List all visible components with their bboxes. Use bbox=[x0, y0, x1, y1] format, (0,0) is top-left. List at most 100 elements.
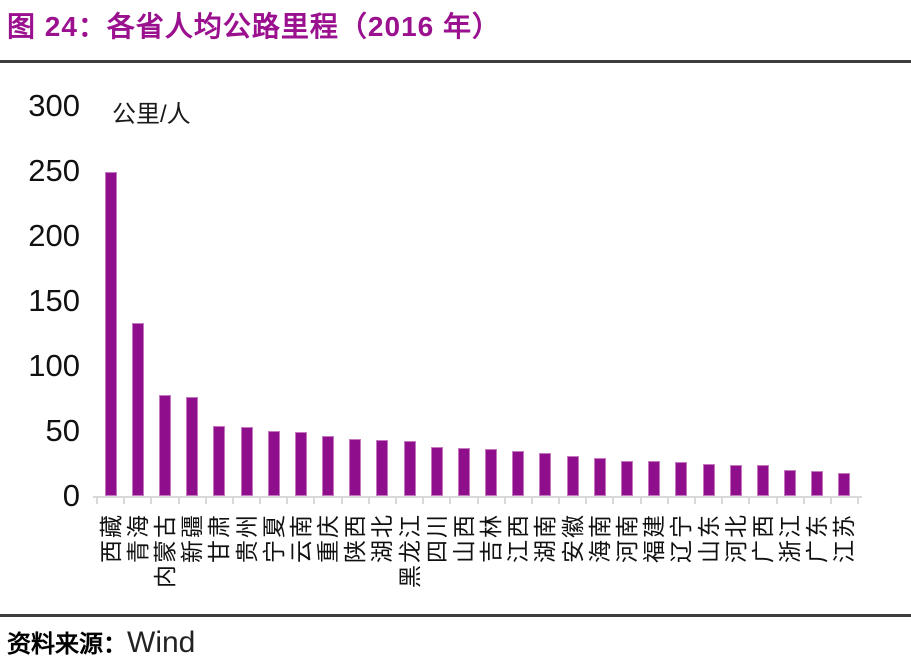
x-axis-tick-mark bbox=[123, 496, 126, 504]
x-axis-tick-mark bbox=[367, 496, 370, 504]
bar bbox=[648, 460, 661, 496]
source-line: 资料来源：Wind bbox=[7, 624, 195, 660]
bar bbox=[675, 462, 688, 496]
x-axis-tick-mark bbox=[639, 496, 642, 504]
source-label: 资料来源： bbox=[7, 632, 127, 658]
x-axis-label: 贵州 bbox=[233, 513, 260, 563]
bar bbox=[349, 438, 362, 496]
x-axis-tick-mark bbox=[612, 496, 615, 504]
source-value: Wind bbox=[127, 626, 196, 659]
y-axis-tick-label: 300 bbox=[28, 88, 80, 123]
x-axis-tick-mark bbox=[96, 496, 98, 504]
x-axis-label: 山东 bbox=[695, 513, 722, 563]
x-axis-tick-mark bbox=[775, 496, 778, 504]
bar bbox=[104, 172, 117, 496]
bar bbox=[784, 470, 797, 496]
x-axis-label: 甘肃 bbox=[206, 513, 233, 563]
x-axis-label: 河南 bbox=[614, 513, 640, 563]
y-axis-tick-label: 150 bbox=[28, 283, 80, 318]
bar bbox=[240, 427, 253, 496]
x-axis-label: 湖南 bbox=[532, 513, 559, 563]
y-axis-tick-label: 100 bbox=[28, 348, 80, 383]
x-axis-tick-mark bbox=[177, 496, 180, 504]
bar bbox=[322, 436, 334, 496]
x-axis-tick-mark bbox=[286, 496, 289, 504]
x-axis-label: 宁夏 bbox=[260, 513, 287, 563]
x-axis-tick-mark bbox=[748, 496, 751, 504]
bar bbox=[756, 464, 769, 496]
x-axis-label: 江西 bbox=[505, 513, 532, 563]
bar bbox=[403, 441, 416, 496]
bar bbox=[376, 440, 389, 496]
x-axis-label: 海南 bbox=[586, 513, 613, 563]
x-axis-label: 西藏 bbox=[97, 513, 124, 563]
x-axis-tick-mark bbox=[476, 496, 479, 504]
x-axis-label: 浙江 bbox=[777, 513, 804, 563]
x-axis-tick-mark bbox=[150, 496, 153, 504]
x-axis-tick-mark bbox=[585, 496, 588, 504]
x-axis-label: 吉林 bbox=[478, 513, 505, 563]
x-axis-label: 江苏 bbox=[831, 513, 858, 563]
bar bbox=[539, 453, 552, 496]
x-axis-label: 云南 bbox=[287, 513, 314, 563]
bar bbox=[213, 425, 226, 496]
bar bbox=[512, 450, 525, 496]
x-axis-label: 内蒙古 bbox=[151, 513, 178, 588]
bar bbox=[702, 463, 715, 496]
title-divider bbox=[0, 60, 911, 63]
y-axis-tick-label: 200 bbox=[28, 218, 80, 253]
x-axis-tick-mark bbox=[231, 496, 234, 504]
bar bbox=[430, 446, 443, 496]
y-axis-tick-label: 50 bbox=[45, 413, 80, 448]
x-axis-label: 广西 bbox=[749, 513, 776, 563]
x-axis-tick-mark bbox=[503, 496, 506, 504]
y-axis-tick-label: 0 bbox=[62, 478, 80, 513]
bar bbox=[811, 471, 824, 496]
y-axis-unit-label: 公里/人 bbox=[112, 101, 191, 128]
x-axis-label: 四川 bbox=[423, 513, 450, 563]
x-axis-tick-mark bbox=[340, 496, 343, 504]
x-axis-label: 河北 bbox=[722, 513, 749, 563]
x-axis-label: 青海 bbox=[124, 513, 151, 563]
x-axis-tick-mark bbox=[313, 496, 316, 504]
bar bbox=[485, 449, 498, 496]
x-axis-label: 安徽 bbox=[559, 513, 586, 563]
x-axis-tick-mark bbox=[666, 496, 669, 504]
x-axis-label: 新疆 bbox=[179, 513, 206, 563]
bar bbox=[566, 455, 579, 496]
bar bbox=[838, 472, 851, 496]
x-axis-tick-mark bbox=[829, 496, 832, 504]
bar bbox=[267, 431, 280, 496]
x-axis-tick-mark bbox=[422, 496, 425, 504]
bar bbox=[621, 460, 633, 496]
x-axis-tick-mark bbox=[558, 496, 560, 504]
footer-divider bbox=[0, 614, 911, 617]
x-axis-tick-mark bbox=[204, 496, 207, 504]
x-axis-label: 重庆 bbox=[315, 513, 341, 563]
x-axis-label: 黑龙江 bbox=[396, 513, 423, 588]
bar bbox=[593, 458, 606, 496]
x-axis-tick-mark bbox=[693, 496, 696, 504]
x-axis-tick-mark bbox=[857, 496, 859, 504]
x-axis-label: 山西 bbox=[450, 513, 477, 563]
x-axis-label: 辽宁 bbox=[668, 513, 695, 563]
x-axis-label: 陕西 bbox=[342, 513, 369, 563]
x-axis-tick-mark bbox=[395, 496, 397, 504]
x-axis-tick-mark bbox=[802, 496, 805, 504]
figure-title: 图 24：各省人均公路里程（2016 年） bbox=[7, 11, 501, 42]
x-axis-label: 广东 bbox=[804, 513, 831, 563]
bar bbox=[186, 397, 199, 496]
x-axis-label: 湖北 bbox=[369, 513, 396, 563]
bar bbox=[457, 447, 470, 496]
bar bbox=[294, 432, 307, 496]
x-axis-label: 福建 bbox=[641, 513, 668, 563]
bar bbox=[729, 464, 742, 496]
y-axis-tick-label: 250 bbox=[28, 153, 80, 188]
x-axis-tick-mark bbox=[259, 496, 262, 504]
x-axis-tick-mark bbox=[449, 496, 452, 504]
bar bbox=[131, 323, 144, 496]
bar bbox=[158, 394, 171, 496]
x-axis-tick-mark bbox=[721, 496, 724, 504]
x-axis-tick-mark bbox=[530, 496, 533, 504]
